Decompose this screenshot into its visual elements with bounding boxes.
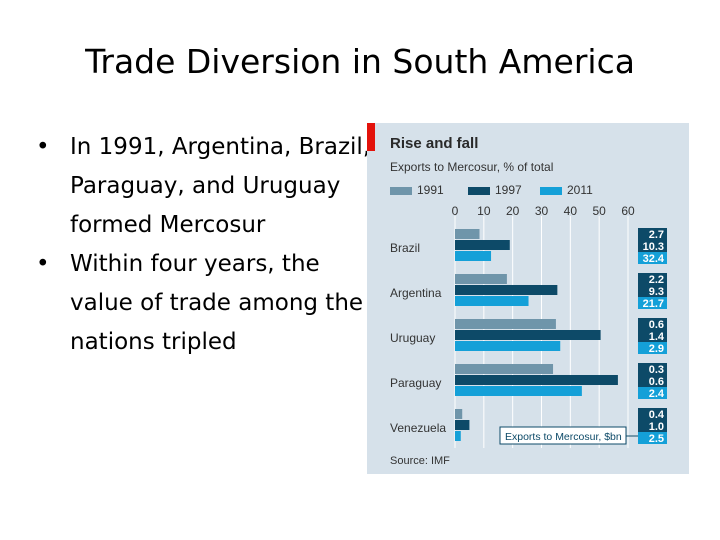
value-box-label: 0.4 (649, 409, 665, 421)
value-box-label: 9.3 (649, 286, 664, 298)
legend-label: 1991 (417, 183, 444, 197)
value-box-highlight (638, 252, 667, 264)
value-box-label: 0.6 (649, 376, 664, 388)
bullet-text: Within four years, the value of trade am… (70, 251, 364, 355)
bar (455, 296, 529, 306)
category-label: Brazil (390, 241, 420, 255)
category-label: Uruguay (390, 331, 435, 345)
category-label: Argentina (390, 286, 442, 300)
value-box-label: 10.3 (643, 241, 664, 253)
value-box-highlight (638, 342, 667, 354)
value-box-label: 32.4 (643, 253, 665, 265)
bar (455, 251, 492, 261)
x-tick-label: 0 (452, 204, 459, 218)
legend-item-1991: 1991 (390, 183, 444, 197)
legend-label: 2011 (567, 183, 593, 197)
bar (455, 319, 556, 329)
category-label: Venezuela (390, 421, 446, 435)
slide-title: Trade Diversion in South America (85, 42, 635, 81)
bar (455, 420, 470, 430)
x-tick-label: 40 (564, 204, 578, 218)
bullet-item: • In 1991, Argentina, Brazil, Paraguay, a… (32, 128, 372, 245)
value-box-label: 2.4 (649, 388, 665, 400)
chart-accent-bar (367, 123, 375, 151)
legend-label: 1997 (495, 183, 522, 197)
value-box-label: 21.7 (643, 298, 664, 310)
value-box-label: 1.4 (649, 331, 665, 343)
bar (455, 409, 463, 419)
legend-item-2011: 2011 (540, 183, 593, 197)
value-box-label: 2.2 (649, 274, 664, 286)
value-box-highlight (638, 432, 667, 444)
x-tick-label: 10 (477, 204, 491, 218)
value-box-label: 0.3 (649, 364, 664, 376)
bar (455, 330, 601, 340)
value-box-label: 2.7 (649, 229, 664, 241)
bar (455, 386, 582, 396)
x-tick-label: 60 (621, 204, 635, 218)
bullet-list: • In 1991, Argentina, Brazil, Paraguay, a… (32, 128, 372, 362)
value-box-highlight (638, 297, 667, 309)
bar (455, 240, 510, 250)
bar (455, 364, 554, 374)
value-box-label: 1.0 (649, 421, 664, 433)
bar (455, 431, 461, 441)
x-tick-label: 30 (535, 204, 549, 218)
chart-subtitle: Exports to Mercosur, % of total (390, 160, 554, 174)
value-box-label: 2.9 (649, 343, 664, 355)
legend-swatch (468, 186, 490, 195)
bar (455, 274, 507, 284)
bar (455, 229, 480, 239)
legend-item-1997: 1997 (468, 183, 522, 197)
value-box-caption: Exports to Mercosur, $bn (505, 431, 622, 443)
bar (455, 375, 618, 385)
chart-title: Rise and fall (390, 135, 479, 152)
bullet-dot-icon: • (36, 134, 50, 160)
category-label: Paraguay (390, 376, 441, 390)
bar (455, 285, 558, 295)
legend-swatch (540, 186, 562, 195)
chart-source: Source: IMF (390, 455, 450, 467)
x-tick-label: 50 (592, 204, 606, 218)
value-box-highlight (638, 387, 667, 399)
value-box-label: 0.6 (649, 319, 664, 331)
value-box-label: 2.5 (649, 433, 664, 445)
bullet-dot-icon: • (36, 251, 50, 277)
bullet-text: In 1991, Argentina, Brazil, Paraguay, an… (70, 134, 371, 238)
bar (455, 341, 561, 351)
legend-swatch (390, 186, 412, 195)
bullet-item: • Within four years, the value of trade a… (32, 245, 372, 362)
x-tick-label: 20 (506, 204, 520, 218)
